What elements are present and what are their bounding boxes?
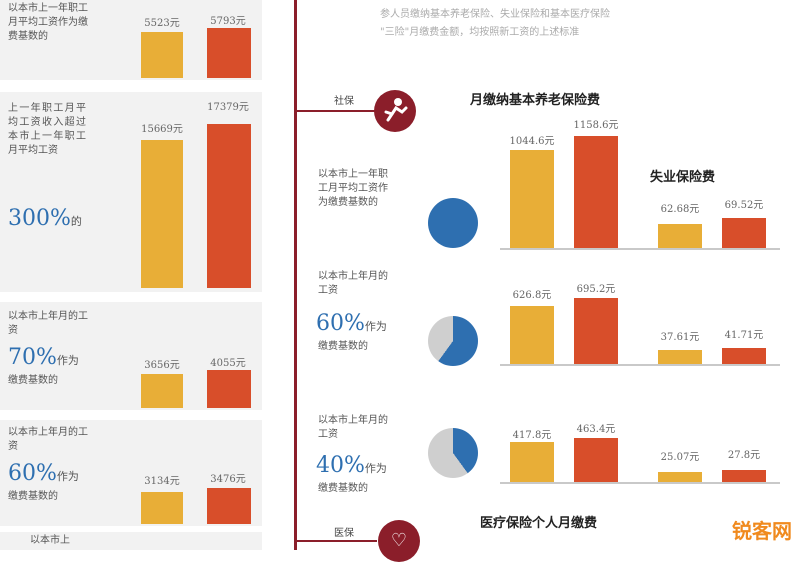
row-desc: 以本市上年月的工资 [318, 415, 388, 440]
left-card-1: 以本市上一年职工月平均工资作为缴费基数的 5523元 5793元 [0, 0, 262, 80]
percent-value: 300% [8, 206, 71, 231]
pension-old-bar [510, 442, 554, 482]
pension-new-label: 695.2元 [576, 284, 616, 295]
pension-old-bar [510, 150, 554, 248]
heart-icon: ♡ [378, 520, 420, 562]
vertical-divider [294, 0, 297, 550]
row-desc-2: 缴费基数的 [318, 483, 368, 494]
connector-line-medical [297, 540, 377, 542]
value-label-new: 17379元 [207, 102, 249, 113]
pension-title: 月缴纳基本养老保险费 [470, 93, 601, 108]
baseline [500, 248, 780, 250]
watermark: 锐客网 [732, 519, 792, 543]
pension-new-bar [574, 136, 618, 248]
pension-old-label: 1044.6元 [509, 136, 555, 147]
person-icon-graphic [384, 98, 408, 122]
percent-value: 60% [316, 311, 365, 336]
percent-suffix: 的 [70, 215, 82, 228]
baseline [500, 364, 780, 366]
unemp-new-label: 69.52元 [724, 200, 764, 211]
intro-line-1: 参人员缴纳基本养老保险、失业保险和基本医疗保险 [380, 9, 610, 20]
pct-line: 300%的 [8, 207, 82, 231]
pct-line: 60%作为 [316, 312, 387, 336]
tag-pension: 社保 [334, 96, 354, 107]
intro-line-2: "三险"月缴费金额，均按照新工资的上述标准 [380, 27, 580, 38]
bar-old [141, 140, 183, 288]
percent-suffix: 作为 [56, 354, 79, 367]
unemp-new-bar [722, 218, 766, 248]
value-label-old: 3656元 [144, 360, 180, 371]
pension-new-label: 463.4元 [576, 424, 616, 435]
unemp-old-bar [658, 350, 702, 364]
left-card-5: 以本市上 [0, 532, 262, 550]
value-label-new: 5793元 [210, 16, 246, 27]
unemp-old-bar [658, 224, 702, 248]
value-label-old: 5523元 [144, 18, 180, 29]
unemp-old-bar [658, 472, 702, 482]
left-card-4: 以本市上年月的工资 60%作为 缴费基数的 3134元 3476元 [0, 420, 262, 526]
row-desc-2: 缴费基数的 [318, 341, 368, 352]
pension-old-label: 626.8元 [512, 290, 552, 301]
value-label-old: 3134元 [144, 476, 180, 487]
pie-full [428, 198, 478, 248]
value-label-new: 3476元 [210, 474, 246, 485]
pie-60 [428, 316, 478, 366]
unemp-old-label: 62.68元 [660, 204, 700, 215]
pct-line: 40%作为 [316, 454, 387, 478]
unemp-new-bar [722, 470, 766, 482]
pension-new-label: 1158.6元 [573, 120, 619, 131]
bar-old [141, 32, 183, 78]
unemp-new-bar [722, 348, 766, 364]
unemp-old-label: 37.61元 [660, 332, 700, 343]
value-label-old: 15669元 [141, 124, 183, 135]
bar-old [141, 492, 183, 524]
percent-value: 60% [8, 461, 57, 486]
tag-medical: 医保 [334, 528, 354, 539]
unemp-old-label: 25.07元 [660, 452, 700, 463]
bar-old [141, 374, 183, 408]
baseline [500, 482, 780, 484]
bar-new [207, 370, 251, 408]
percent-value: 70% [8, 345, 57, 370]
left-card-3: 以本市上年月的工资 70%作为 缴费基数的 3656元 4055元 [0, 302, 262, 410]
card-desc: 上一年职工月平均工资收入超过本市上一年职工月平均工资 [8, 103, 86, 156]
card-desc: 以本市上年月的工资 [8, 311, 88, 336]
pct-line: 60%作为 [8, 462, 79, 486]
percent-suffix: 作为 [56, 470, 79, 483]
row-desc: 以本市上一年职工月平均工资作为缴费基数的 [318, 169, 388, 208]
connector-line-pension [297, 110, 377, 112]
percent-value: 40% [316, 453, 365, 478]
card-desc-2: 缴费基数的 [8, 375, 58, 386]
pension-old-label: 417.8元 [512, 430, 552, 441]
person-icon [374, 90, 416, 132]
unemp-new-label: 27.8元 [727, 450, 761, 461]
card-desc: 以本市上一年职工月平均工资作为缴费基数的 [8, 3, 88, 42]
unemp-new-label: 41.71元 [724, 330, 764, 341]
left-card-2: 上一年职工月平均工资收入超过本市上一年职工月平均工资 300%的 15669元 … [0, 92, 262, 292]
card-desc-2: 缴费基数的 [8, 491, 58, 502]
value-label-new: 4055元 [210, 358, 246, 369]
unemployment-title: 失业保险费 [650, 170, 716, 185]
bar-new [207, 488, 251, 524]
pie-40 [428, 428, 478, 478]
medical-title: 医疗保险个人月缴费 [480, 516, 598, 531]
row-desc: 以本市上年月的工资 [318, 271, 388, 296]
percent-suffix: 作为 [364, 320, 387, 333]
pension-old-bar [510, 306, 554, 364]
card-desc: 以本市上年月的工资 [8, 427, 88, 452]
pension-new-bar [574, 438, 618, 482]
pct-line: 70%作为 [8, 346, 79, 370]
card-desc: 以本市上 [30, 535, 70, 546]
pension-new-bar [574, 298, 618, 364]
bar-new [207, 28, 251, 78]
bar-new [207, 124, 251, 288]
percent-suffix: 作为 [364, 462, 387, 475]
